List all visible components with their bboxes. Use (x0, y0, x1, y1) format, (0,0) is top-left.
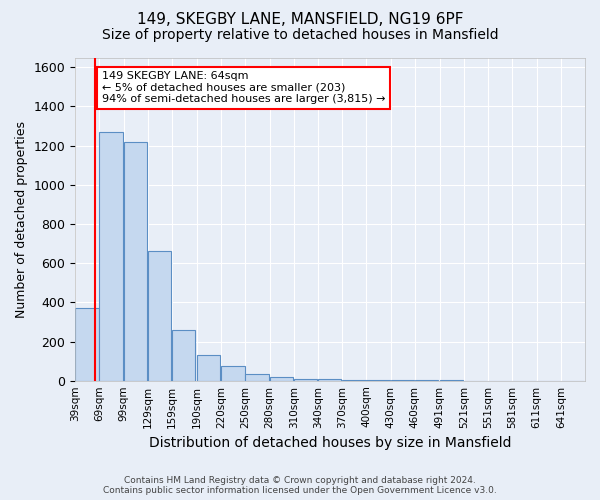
Bar (100, 132, 123, 380)
Bar (245, 374, 269, 380)
Text: 149, SKEGBY LANE, MANSFIELD, NG19 6PF: 149, SKEGBY LANE, MANSFIELD, NG19 6PF (137, 12, 463, 28)
Bar (221, 366, 245, 380)
Bar (294, 378, 317, 380)
Bar (197, 355, 220, 380)
Bar (318, 379, 341, 380)
Bar (269, 377, 293, 380)
Text: 149 SKEGBY LANE: 64sqm
← 5% of detached houses are smaller (203)
94% of semi-det: 149 SKEGBY LANE: 64sqm ← 5% of detached … (102, 71, 385, 104)
Bar (172, 330, 196, 380)
Y-axis label: Number of detached properties: Number of detached properties (15, 120, 28, 318)
Bar (148, 252, 171, 380)
Bar (124, 142, 147, 380)
X-axis label: Distribution of detached houses by size in Mansfield: Distribution of detached houses by size … (149, 436, 511, 450)
Text: Size of property relative to detached houses in Mansfield: Size of property relative to detached ho… (101, 28, 499, 42)
Bar (75, 308, 98, 380)
Text: Contains HM Land Registry data © Crown copyright and database right 2024.
Contai: Contains HM Land Registry data © Crown c… (103, 476, 497, 495)
